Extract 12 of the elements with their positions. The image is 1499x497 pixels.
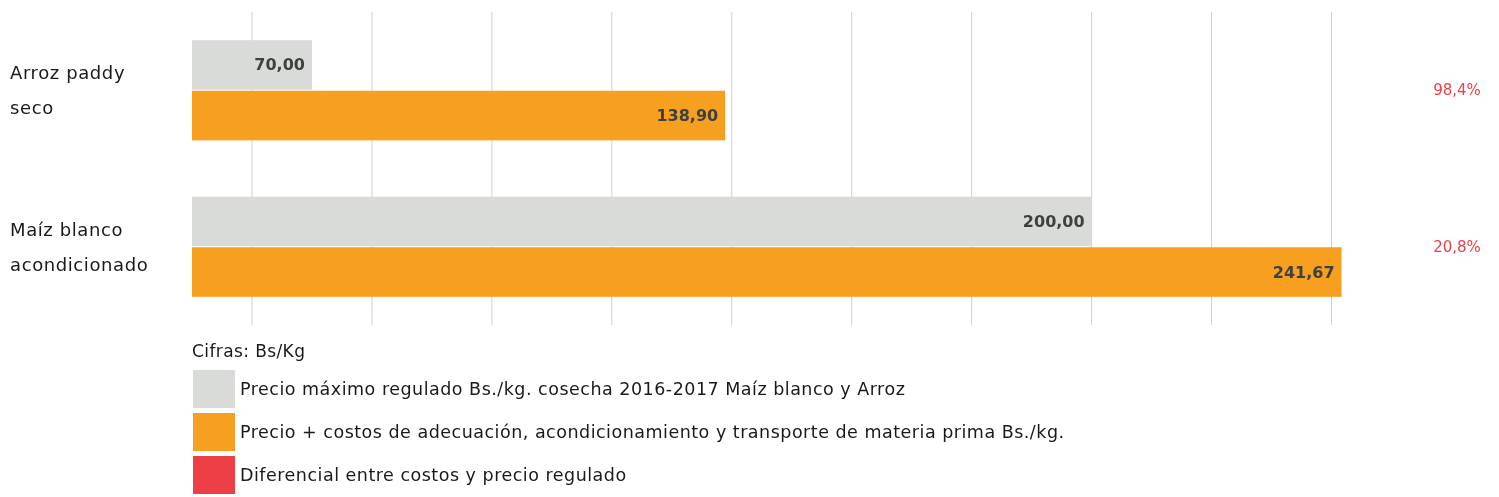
data-label: 241,67 — [1272, 262, 1335, 282]
text: 20,8% — [1433, 237, 1481, 256]
data-label: 138,90 — [656, 106, 719, 126]
legend-label: Diferencial entre costos y precio regulado — [240, 465, 627, 485]
legend-label: Precio máximo regulado Bs./kg. cosecha 2016-2017 Maíz blanco y Arroz — [240, 379, 906, 399]
y-tick-label: Arroz paddy seco — [10, 62, 126, 119]
legend-label: Precio + costos de adecuación, acondicionamiento y transporte de materia prima Bs./kg. — [240, 422, 1065, 442]
data-label: 200,00 — [1022, 211, 1085, 231]
data-label: 70,00 — [254, 55, 305, 75]
y-tick-label: Maíz blanco acondicionado — [10, 218, 149, 275]
text: 98,4% — [1433, 81, 1481, 100]
text: Cifras: Bs/Kg — [192, 341, 306, 361]
